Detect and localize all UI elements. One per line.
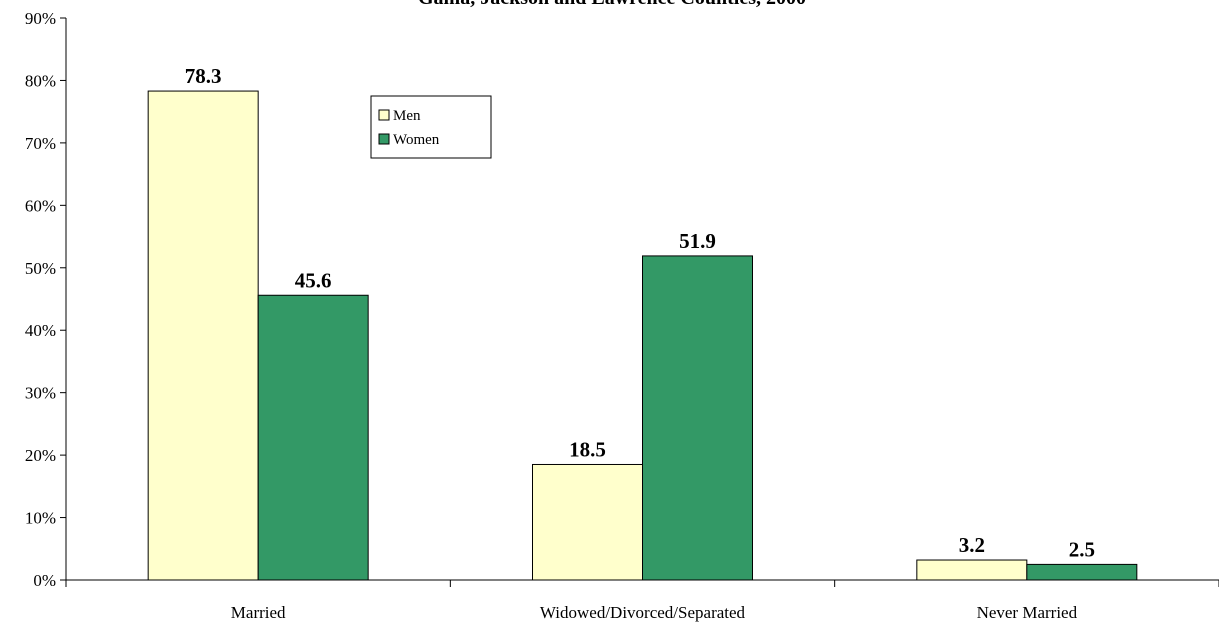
data-label: 45.6 [295, 268, 332, 292]
y-tick-label: 20% [25, 446, 56, 465]
x-axis: Married Widowed/Divorced/Separated Never M… [65, 579, 1219, 622]
bar-women [257, 294, 369, 581]
y-tick-label: 60% [25, 196, 56, 215]
y-tick-label: 90% [25, 9, 56, 28]
legend-label: Women [393, 132, 440, 148]
bar-women [1026, 563, 1138, 581]
bar-men [532, 463, 643, 581]
bar-men [147, 90, 259, 581]
y-tick-label: 10% [25, 509, 56, 528]
legend-box [370, 95, 492, 159]
data-label: 18.5 [569, 437, 606, 461]
bar-men [916, 559, 1028, 581]
data-labels: 78.3 18.5 3.2 45.6 51.9 2.5 [185, 64, 1095, 561]
x-tick-label: Married [231, 603, 286, 622]
legend-swatch-women [378, 133, 390, 145]
legend-label: Men [393, 108, 421, 124]
data-label: 51.9 [679, 229, 716, 253]
bar-women [642, 255, 753, 581]
y-tick-label: 70% [25, 134, 56, 153]
legend: Men Women [370, 95, 492, 159]
chart-title: Gama, Jackson and Lawrence Counties, 200… [418, 0, 806, 9]
data-label: 3.2 [959, 533, 985, 557]
y-tick-label: 40% [25, 321, 56, 340]
y-tick-label: 0% [33, 571, 56, 590]
x-tick-label: Never Married [977, 603, 1078, 622]
data-label: 2.5 [1069, 537, 1095, 561]
x-tick-label: Widowed/Divorced/Separated [540, 603, 746, 622]
y-tick-label: 50% [25, 259, 56, 278]
legend-swatch-men [378, 109, 390, 121]
y-axis: 0% 10% 20% 30% 40% 50% 60% 70% 80% 90% [25, 9, 67, 590]
data-label: 78.3 [185, 64, 222, 88]
bars [147, 90, 1138, 581]
y-tick-label: 30% [25, 384, 56, 403]
y-tick-label: 80% [25, 71, 56, 90]
